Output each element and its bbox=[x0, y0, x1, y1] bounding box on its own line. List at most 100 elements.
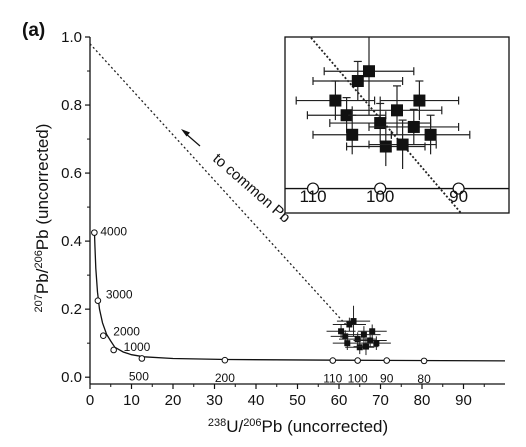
age-marker bbox=[91, 229, 98, 236]
age-label: 1000 bbox=[124, 340, 151, 354]
data-point bbox=[361, 336, 391, 350]
data-marker bbox=[338, 328, 345, 335]
age-marker bbox=[138, 355, 146, 362]
x-axis-element-2: Pb (uncorrected) bbox=[262, 417, 389, 436]
inset-age-label: 110 bbox=[299, 187, 326, 206]
y-tick-label: 0.0 bbox=[61, 369, 82, 386]
data-marker bbox=[360, 331, 367, 338]
y-tick-label: 0.4 bbox=[61, 233, 82, 250]
age-label: 4000 bbox=[100, 225, 127, 239]
age-label: 90 bbox=[380, 372, 394, 386]
inset-data-point bbox=[368, 119, 437, 169]
inset-data-marker bbox=[351, 75, 364, 87]
inset-data-marker bbox=[374, 117, 387, 130]
inset-data-point bbox=[379, 80, 460, 121]
common-pb-line bbox=[89, 43, 348, 327]
inset-data-marker bbox=[346, 128, 359, 141]
x-tick-label: 30 bbox=[206, 392, 223, 409]
y-axis-isotope-1: 207 bbox=[33, 294, 45, 312]
inset-data-marker bbox=[379, 140, 392, 153]
x-tick-label: 10 bbox=[123, 392, 140, 409]
inset-data-marker bbox=[340, 109, 353, 122]
y-axis-isotope-2: 206 bbox=[33, 250, 45, 268]
common-pb-label: to common Pb bbox=[209, 150, 293, 226]
data-marker bbox=[344, 340, 351, 347]
x-tick-label: 90 bbox=[455, 392, 472, 409]
age-marker bbox=[354, 357, 361, 364]
data-point bbox=[353, 334, 387, 347]
inset-data-marker bbox=[391, 104, 403, 117]
inset-data-point bbox=[312, 60, 404, 101]
age-label: 200 bbox=[215, 371, 235, 385]
data-point bbox=[336, 305, 371, 337]
inset-data-marker bbox=[363, 65, 375, 78]
age-marker bbox=[94, 297, 102, 304]
age-label: 110 bbox=[323, 372, 342, 386]
y-tick-label: 0.8 bbox=[61, 97, 82, 114]
age-marker bbox=[383, 357, 391, 364]
data-point bbox=[326, 324, 356, 339]
x-tick-label: 60 bbox=[331, 392, 348, 409]
inset-age-label: 90 bbox=[449, 187, 468, 206]
x-axis-isotope-1: 238 bbox=[208, 417, 226, 429]
age-marker bbox=[329, 357, 337, 364]
x-tick-label: 50 bbox=[289, 392, 306, 409]
y-axis-title: 207Pb/206Pb (uncorrected) bbox=[33, 124, 52, 313]
data-marker bbox=[354, 336, 361, 343]
inset-data-marker bbox=[407, 120, 420, 133]
inset-data-marker bbox=[424, 128, 437, 141]
inset-data-marker bbox=[413, 94, 426, 107]
inset-data-marker bbox=[329, 94, 342, 107]
age-label: 80 bbox=[417, 372, 431, 386]
inset-age-marker bbox=[306, 182, 320, 195]
x-tick-label: 0 bbox=[86, 392, 94, 409]
x-tick-label: 20 bbox=[165, 392, 182, 409]
inset-data-point bbox=[323, 37, 415, 116]
y-tick-label: 0.2 bbox=[61, 301, 82, 318]
data-marker bbox=[350, 318, 357, 325]
concordia-curve bbox=[93, 230, 506, 362]
inset-data-point bbox=[390, 114, 471, 155]
data-marker bbox=[356, 344, 363, 351]
age-marker bbox=[420, 357, 428, 365]
age-marker bbox=[221, 356, 229, 364]
y-tick-label: 0.6 bbox=[61, 165, 82, 182]
age-label: 2000 bbox=[113, 325, 140, 339]
x-axis-title: 238U/206Pb (uncorrected) bbox=[208, 417, 388, 436]
age-label: 100 bbox=[348, 372, 368, 386]
data-point bbox=[357, 324, 387, 339]
age-marker bbox=[110, 346, 117, 354]
inset-content bbox=[285, 37, 509, 213]
age-label: 3000 bbox=[106, 288, 133, 302]
data-marker bbox=[367, 337, 374, 344]
inset-age-label: 100 bbox=[366, 187, 394, 206]
svg-text:207Pb/206Pb (uncorrected): 207Pb/206Pb (uncorrected) bbox=[33, 124, 52, 313]
y-tick-label: 1.0 bbox=[61, 29, 82, 46]
common-pb-arrow-head bbox=[181, 129, 190, 137]
inset-panel: 110 100 90 bbox=[284, 36, 510, 214]
data-point bbox=[332, 317, 366, 332]
inset-data-point bbox=[312, 114, 392, 155]
data-marker bbox=[346, 321, 353, 328]
data-point bbox=[345, 340, 375, 355]
x-tick-label: 40 bbox=[248, 392, 265, 409]
age-label: 500 bbox=[129, 369, 149, 383]
y-axis-element-1: Pb/ bbox=[33, 268, 52, 294]
data-point bbox=[353, 338, 379, 356]
inset-age-marker bbox=[374, 182, 387, 195]
inset-age-marker bbox=[452, 182, 465, 195]
inset-data-point bbox=[346, 126, 426, 167]
x-tick-label: 80 bbox=[414, 392, 431, 409]
panel-label: (a) bbox=[22, 20, 45, 41]
x-axis-element-1: U/ bbox=[226, 417, 243, 436]
data-marker bbox=[362, 343, 369, 350]
data-marker bbox=[373, 340, 380, 347]
inset-common-pb-line bbox=[309, 37, 463, 213]
age-marker bbox=[99, 332, 107, 339]
y-axis-element-2: Pb (uncorrected) bbox=[33, 124, 52, 251]
data-marker bbox=[342, 333, 349, 340]
x-axis-isotope-2: 206 bbox=[243, 417, 261, 429]
data-marker bbox=[369, 328, 376, 335]
inset-data-marker bbox=[396, 138, 409, 151]
